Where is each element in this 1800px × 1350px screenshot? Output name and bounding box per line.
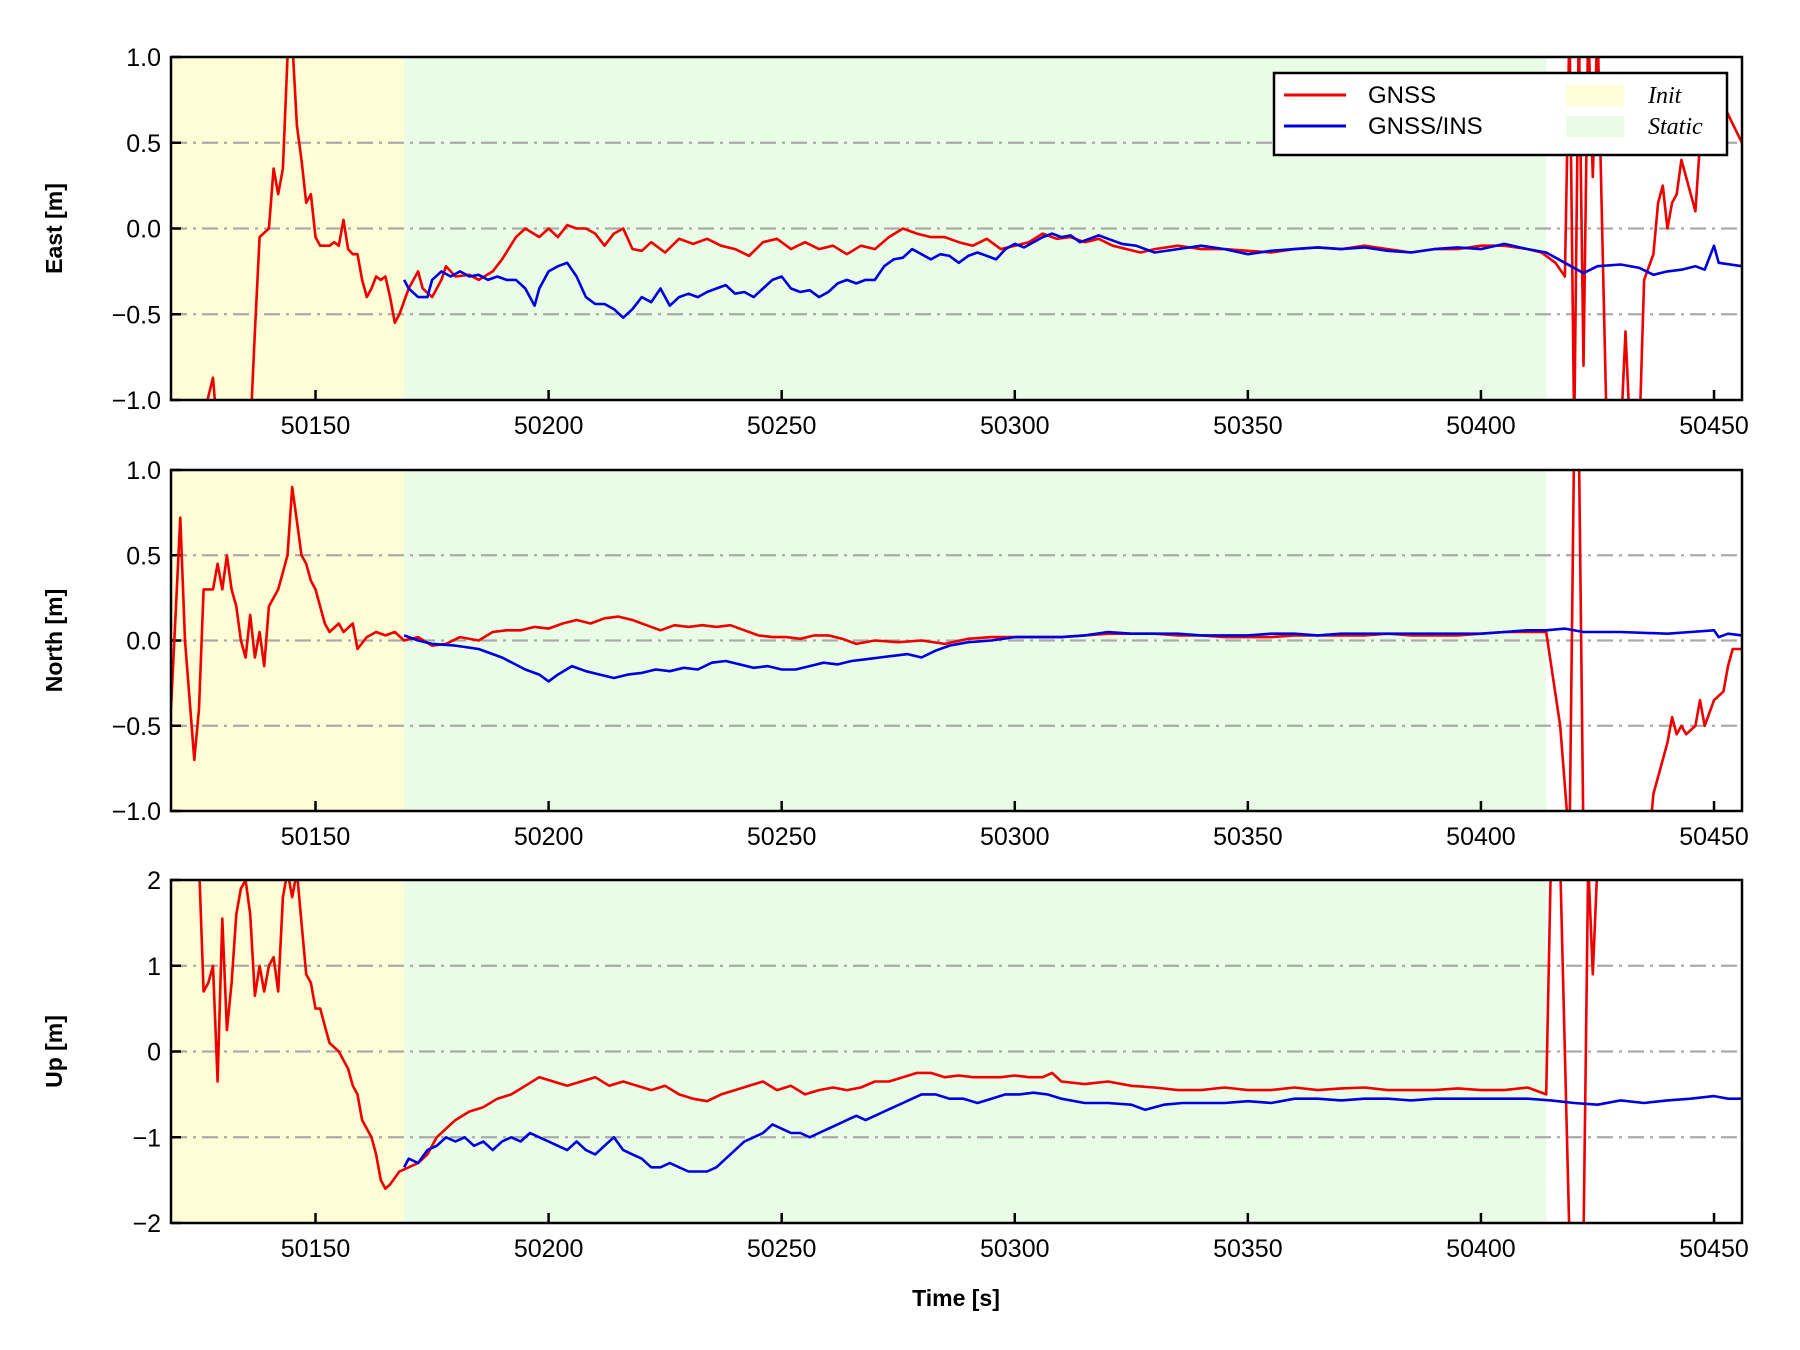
y-tick-label: 2 [147, 867, 161, 895]
legend-label: Init [1647, 83, 1683, 109]
x-tick-label: 50450 [1679, 823, 1749, 851]
x-tick-label: 50300 [980, 412, 1050, 440]
plot-frame [169, 55, 1744, 402]
y-tick-label: −1.0 [112, 798, 161, 826]
y-tick-label: 0.0 [126, 628, 161, 656]
y-tick-label: −1 [132, 1124, 161, 1152]
y-tick-label: −1.0 [112, 387, 161, 415]
x-tick-label: 50150 [281, 1235, 351, 1263]
x-tick-label: 50400 [1446, 412, 1516, 440]
x-tick-label: 50300 [980, 1235, 1050, 1263]
y-axis-label: North [m] [41, 589, 67, 692]
x-tick-label: 50200 [514, 823, 584, 851]
series-line-gnss-ins [402, 232, 1742, 319]
legend-label: GNSS [1368, 82, 1436, 109]
legend-label: GNSS/INS [1368, 113, 1483, 140]
y-tick-label: −0.5 [112, 301, 161, 329]
legend-swatch-init [1566, 85, 1624, 106]
y-axis-label: East [m] [41, 183, 67, 274]
series-line-gnss-ins [402, 1091, 1742, 1173]
plot-frame [169, 468, 1744, 813]
x-tick-label: 50250 [747, 823, 817, 851]
series-group [171, 470, 1742, 811]
x-tick-label: 50450 [1679, 1235, 1749, 1263]
y-tick-label: 1.0 [126, 44, 161, 72]
x-tick-label: 50150 [281, 412, 351, 440]
y-tick-label: 0 [147, 1039, 161, 1067]
x-tick-label: 50250 [747, 1235, 817, 1263]
x-tick-label: 50350 [1213, 412, 1283, 440]
x-tick-label: 50250 [747, 412, 817, 440]
series-line-gnss [198, 880, 1599, 1223]
x-axis-label: Time [s] [912, 1285, 1000, 1311]
series-line-gnss [171, 470, 1742, 811]
legend-box [1272, 71, 1729, 157]
series-group [206, 57, 1742, 400]
series-line-gnss-ins [403, 627, 1742, 683]
series-group [198, 880, 1742, 1223]
x-tick-label: 50200 [514, 1235, 584, 1263]
y-tick-label: 0.5 [126, 130, 161, 158]
y-tick-label: 1 [147, 953, 161, 981]
y-axis-label: Up [m] [41, 1015, 67, 1088]
legend-label: Static [1648, 114, 1703, 140]
x-tick-label: 50200 [514, 412, 584, 440]
plot-frame [169, 878, 1744, 1225]
y-tick-label: 0.0 [126, 216, 161, 244]
x-tick-label: 50450 [1679, 412, 1749, 440]
y-tick-label: 0.5 [126, 542, 161, 570]
x-tick-label: 50300 [980, 823, 1050, 851]
x-tick-label: 50150 [281, 823, 351, 851]
panel-north: 1.0 0.5 0.0 −0.5 −1.0 50150 50200 50250 50300 503… [41, 457, 1749, 851]
series-line-gnss [206, 57, 1742, 400]
legend: GNSS GNSS/INS Init Static [1272, 71, 1729, 157]
y-tick-label: −2 [132, 1210, 161, 1238]
x-tick-label: 50350 [1213, 1235, 1283, 1263]
y-tick-label: −0.5 [112, 713, 161, 741]
x-tick-label: 50350 [1213, 823, 1283, 851]
y-tick-label: 1.0 [126, 457, 161, 485]
legend-swatch-static [1566, 116, 1624, 137]
x-tick-label: 50400 [1446, 823, 1516, 851]
x-tick-label: 50400 [1446, 1235, 1516, 1263]
panel-up: 2 1 0 −1 −2 50150 50200 50250 50300 50350 50400 504… [41, 867, 1749, 1263]
